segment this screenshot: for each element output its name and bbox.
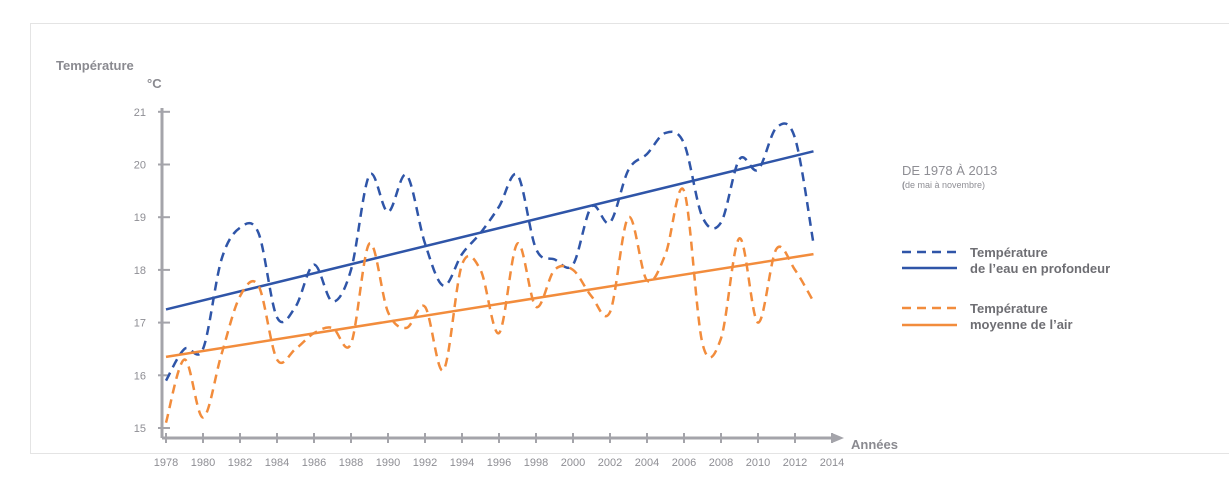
x-tick-label: 2010: [746, 457, 770, 469]
x-tick-label: 2012: [783, 457, 807, 469]
legend-label-air-line2: moyenne de l’air: [970, 317, 1073, 332]
x-tick-label: 2004: [635, 457, 659, 469]
y-tick-label: 20: [134, 160, 146, 172]
y-axis-unit: °C: [147, 76, 162, 91]
y-tick-label: 18: [134, 265, 146, 277]
y-tick-label: 21: [134, 107, 146, 119]
series-water-depth-trend: [165, 150, 814, 311]
x-tick-label: 1990: [376, 457, 400, 469]
x-tick-label: 1984: [265, 457, 289, 469]
x-axis-title: Années: [851, 437, 898, 452]
x-tick-label: 1998: [524, 457, 548, 469]
legend-label-water-line1: Température: [970, 245, 1048, 260]
x-tick-label: 1992: [413, 457, 437, 469]
series-air-mean-dashed: [164, 187, 815, 424]
x-tick-label: 1978: [154, 457, 178, 469]
x-tick-label: 2002: [598, 457, 622, 469]
legend: DE 1978 À 2013 (de mai à novembre) Tempé…: [902, 163, 1110, 332]
x-tick-label: 1994: [450, 457, 474, 469]
legend-subtitle: (de mai à novembre): [902, 180, 985, 190]
y-ticks: 15 16 17 18 19 20 21: [134, 107, 170, 435]
frame-bottom-border: [30, 453, 1229, 454]
series-air-mean-trend: [165, 252, 814, 359]
x-tick-label: 1996: [487, 457, 511, 469]
legend-label-water-line2: de l’eau en profondeur: [970, 261, 1110, 276]
y-tick-label: 15: [134, 423, 146, 435]
x-ticks: 1978 1980 1982 1984 1986 1988 1990 1992 1994 1996…: [154, 433, 844, 469]
y-axis-title: Température: [56, 58, 134, 73]
y-tick-label: 19: [134, 212, 146, 224]
x-axis-arrow: [832, 433, 844, 443]
x-tick-label: 1988: [339, 457, 363, 469]
frame-left-border: [30, 23, 31, 453]
x-tick-label: 2014: [820, 457, 844, 469]
frame-top-border: [30, 23, 1229, 24]
x-tick-label: 2008: [709, 457, 733, 469]
series-water-depth-dashed: [164, 122, 815, 382]
x-tick-label: 2006: [672, 457, 696, 469]
legend-title: DE 1978 À 2013: [902, 163, 997, 178]
legend-label-air-line1: Température: [970, 301, 1048, 316]
y-tick-label: 17: [134, 318, 146, 330]
x-tick-label: 1986: [302, 457, 326, 469]
series: [164, 122, 815, 424]
x-tick-label: 1982: [228, 457, 252, 469]
x-tick-label: 2000: [561, 457, 585, 469]
y-tick-label: 16: [134, 370, 146, 382]
x-tick-label: 1980: [191, 457, 215, 469]
